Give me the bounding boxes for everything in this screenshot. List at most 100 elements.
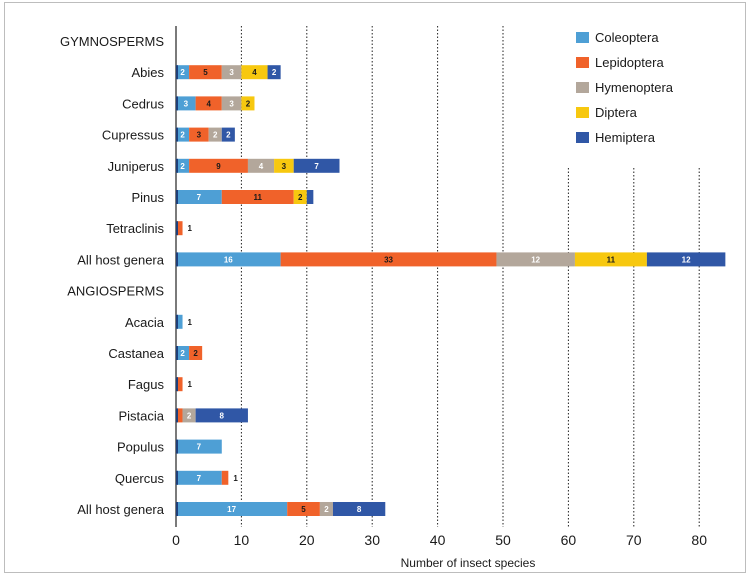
- bar-stub: [176, 439, 178, 454]
- bar-value-label: 2: [272, 68, 277, 77]
- bar-total-label: 1: [188, 318, 193, 327]
- legend-swatch-coleoptera: [576, 32, 589, 43]
- bar-stub: [176, 221, 178, 236]
- bar-stub: [176, 96, 178, 111]
- bar-segment-lepidoptera: [189, 158, 248, 173]
- bar-value-label: 2: [180, 162, 185, 171]
- category-label: Quercus: [115, 471, 165, 486]
- category-label: Castanea: [108, 346, 164, 361]
- bar-total-label: 1: [188, 224, 193, 233]
- x-tick-label: 40: [430, 532, 446, 548]
- bar-segment-hemiptera: [195, 408, 248, 423]
- bar-segment-coleoptera: [176, 314, 183, 329]
- bar-value-label: 5: [301, 505, 306, 514]
- category-label: All host genera: [77, 502, 164, 517]
- category-label: All host genera: [77, 252, 164, 267]
- category-label: Cedrus: [122, 96, 164, 111]
- bar-segment-coleoptera: [176, 439, 222, 454]
- category-label: Tetraclinis: [106, 221, 164, 236]
- bar-segment-coleoptera: [176, 158, 190, 173]
- bar-segment-coleoptera: [176, 346, 190, 360]
- category-label: Fagus: [128, 377, 165, 392]
- legend-swatch-hemiptera: [576, 132, 589, 143]
- bar-segment-hemiptera: [332, 502, 386, 516]
- bar-segment-diptera: [241, 65, 268, 80]
- bar-segment-diptera: [241, 96, 255, 111]
- x-tick-label: 10: [234, 532, 250, 548]
- bar-segment-hymenoptera: [319, 502, 333, 516]
- bar-value-label: 2: [226, 131, 231, 140]
- bar-value-label: 12: [531, 255, 540, 264]
- bar-stub: [176, 252, 178, 267]
- category-label: ANGIOSPERMS: [67, 284, 164, 299]
- bar-stub: [176, 377, 178, 392]
- bar-segment-hemiptera: [221, 127, 235, 142]
- x-tick-label: 50: [495, 532, 511, 548]
- category-label: Abies: [131, 65, 164, 80]
- bar-segment-lepidoptera: [221, 190, 294, 204]
- bar-segment-coleoptera: [176, 190, 222, 204]
- bar-stub: [176, 190, 178, 204]
- x-tick-label: 0: [172, 532, 180, 548]
- bar-segment-coleoptera: [176, 252, 281, 267]
- bar-value-label: 9: [216, 162, 221, 171]
- legend-swatch-lepidoptera: [576, 57, 589, 68]
- bar-value-label: 33: [384, 255, 393, 264]
- x-axis-title: Number of insect species: [401, 556, 536, 570]
- bar-segment-hymenoptera: [208, 127, 222, 142]
- bar-segment-hemiptera: [646, 252, 726, 267]
- chart-frame: [4, 2, 746, 573]
- bar-segment-hymenoptera: [221, 96, 242, 111]
- bar-value-label: 5: [203, 68, 208, 77]
- bar-segment-lepidoptera: [176, 408, 183, 423]
- bar-segment-diptera: [274, 158, 294, 173]
- category-label: Cupressus: [102, 128, 165, 143]
- bar-value-label: 7: [197, 193, 202, 202]
- bar-total-label: 1: [233, 474, 238, 483]
- bar-stub: [176, 470, 178, 485]
- category-label: Acacia: [125, 315, 165, 330]
- bar-segment-coleoptera: [176, 502, 288, 516]
- bar-value-label: 2: [180, 131, 185, 140]
- bar-segment-diptera: [574, 252, 647, 267]
- bar-stub: [176, 65, 178, 80]
- bar-value-label: 17: [227, 505, 236, 514]
- bar-segment-hymenoptera: [496, 252, 575, 267]
- bar-segment-lepidoptera: [176, 377, 183, 392]
- bar-segment-hymenoptera: [221, 65, 242, 80]
- legend-label: Hymenoptera: [595, 80, 674, 95]
- bar-value-label: 4: [259, 162, 264, 171]
- bar-segment-hemiptera: [293, 158, 340, 173]
- bar-value-label: 3: [282, 162, 287, 171]
- bar-segment-lepidoptera: [176, 221, 183, 236]
- legend-label: Diptera: [595, 105, 638, 120]
- legend-label: Hemiptera: [595, 130, 656, 145]
- bar-stub: [176, 314, 178, 329]
- bar-value-label: 2: [324, 505, 329, 514]
- category-label: Pistacia: [118, 408, 164, 423]
- x-tick-label: 60: [561, 532, 577, 548]
- bar-value-label: 8: [357, 505, 362, 514]
- bar-stub: [176, 346, 178, 360]
- bar-segment-hymenoptera: [182, 408, 196, 423]
- bar-stub: [176, 502, 178, 516]
- bar-value-label: 8: [220, 411, 225, 420]
- category-label: GYMNOSPERMS: [60, 34, 164, 49]
- category-label: Juniperus: [108, 159, 165, 174]
- bar-value-label: 7: [314, 162, 319, 171]
- x-tick-label: 70: [626, 532, 642, 548]
- bar-segment-lepidoptera: [280, 252, 497, 267]
- x-tick-label: 30: [364, 532, 380, 548]
- bar-value-label: 3: [197, 131, 202, 140]
- bar-value-label: 2: [298, 193, 303, 202]
- bar-value-label: 7: [197, 443, 202, 452]
- bar-segment-hymenoptera: [247, 158, 275, 173]
- bar-value-label: 2: [187, 411, 192, 420]
- x-tick-label: 20: [299, 532, 315, 548]
- bar-value-label: 2: [213, 131, 218, 140]
- bar-value-label: 2: [246, 99, 251, 108]
- bar-segment-coleoptera: [176, 65, 190, 80]
- bar-segment-diptera: [293, 190, 307, 204]
- bar-value-label: 2: [180, 349, 185, 358]
